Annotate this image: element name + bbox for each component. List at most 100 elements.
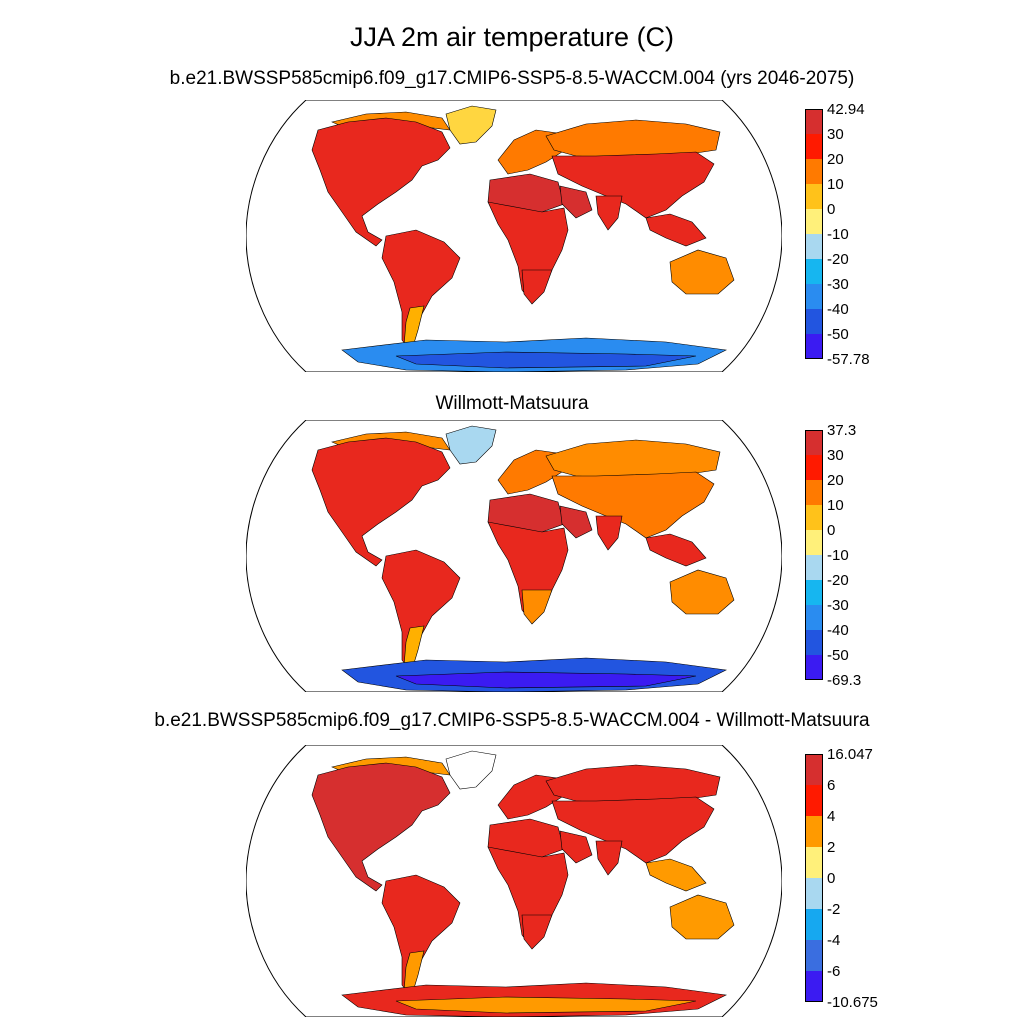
region-arabia [559, 185, 593, 219]
colorbar-swatch [805, 555, 823, 580]
colorbar-swatch [805, 284, 823, 309]
region-siberia [545, 119, 721, 159]
colorbar-swatch [805, 505, 823, 530]
region-africa-south [521, 589, 553, 625]
region-north-america [311, 117, 451, 247]
colorbar-label: -20 [827, 251, 849, 268]
region-india [595, 515, 623, 551]
colorbar-swatch [805, 878, 823, 909]
colorbar-swatch [805, 909, 823, 940]
colorbar-label: -20 [827, 572, 849, 589]
region-antarctica-inner [395, 671, 697, 689]
region-australia [669, 569, 735, 615]
colorbar-label: 30 [827, 126, 844, 143]
region-asia [551, 151, 715, 219]
colorbar-label: 6 [827, 777, 836, 794]
map-outline [246, 745, 782, 1017]
region-india [595, 840, 623, 876]
colorbar-label: 0 [827, 201, 836, 218]
colorbar-label: 42.94 [827, 101, 865, 118]
colorbar-label: 0 [827, 870, 836, 887]
region-antarctica-inner [395, 351, 697, 369]
colorbar-swatch [805, 530, 823, 555]
figure-title: JJA 2m air temperature (C) [349, 22, 675, 52]
colorbar-label: -69.3 [827, 672, 862, 689]
colorbar-label: 20 [827, 472, 844, 489]
colorbar-swatch [805, 334, 823, 359]
colorbar-label: 20 [827, 151, 844, 168]
colorbar-swatch [805, 971, 823, 1002]
region-southeast-asia [645, 858, 707, 892]
colorbar-label: 4 [827, 808, 836, 825]
region-australia [669, 249, 735, 295]
region-asia [551, 796, 715, 864]
colorbar-label: -30 [827, 276, 849, 293]
colorbar-label: 37.3 [827, 422, 857, 439]
map-canvas [246, 100, 782, 372]
map-outline [246, 100, 782, 372]
colorbar-swatch [805, 184, 823, 209]
colorbar-swatch [805, 580, 823, 605]
region-greenland [445, 425, 497, 465]
region-southeast-asia [645, 533, 707, 567]
colorbar-label: -40 [827, 622, 849, 639]
colorbar-label: -2 [827, 901, 841, 918]
colorbar-swatch [805, 259, 823, 284]
region-india [595, 195, 623, 231]
region-arabia [559, 830, 593, 864]
colorbar-label: -4 [827, 932, 841, 949]
colorbar-swatch [805, 754, 823, 785]
colorbar-swatch [805, 847, 823, 878]
colorbar-label: -50 [827, 326, 849, 343]
colorbar-swatch [805, 785, 823, 816]
panel-1-map [246, 100, 782, 372]
region-north-america [311, 437, 451, 567]
colorbar-label: 2 [827, 839, 836, 856]
region-siberia [545, 764, 721, 804]
region-antarctica-inner [395, 996, 697, 1014]
colorbar-label: 10 [827, 176, 844, 193]
region-greenland [445, 105, 497, 145]
region-asia [551, 471, 715, 539]
colorbar-swatch [805, 940, 823, 971]
region-southeast-asia [645, 213, 707, 247]
panel-2-map [246, 420, 782, 692]
colorbar-label: 16.047 [827, 746, 873, 763]
colorbar-swatch [805, 455, 823, 480]
map-canvas [246, 420, 782, 692]
colorbar-label: -10.675 [827, 994, 878, 1011]
region-africa-south [521, 269, 553, 305]
colorbar-label: -40 [827, 301, 849, 318]
colorbar-swatch [805, 134, 823, 159]
panel-1-subtitle: b.e21.BWSSP585cmip6.f09_g17.CMIP6-SSP5-8… [169, 68, 855, 89]
colorbar-label: 0 [827, 522, 836, 539]
colorbar-swatch [805, 816, 823, 847]
colorbar-swatch [805, 234, 823, 259]
region-siberia [545, 439, 721, 479]
colorbar-label: -6 [827, 963, 841, 980]
region-north-america [311, 762, 451, 892]
colorbar-swatch [805, 109, 823, 134]
colorbar-swatch [805, 430, 823, 455]
region-africa-south [521, 914, 553, 950]
colorbar-label: -10 [827, 226, 849, 243]
map-canvas [246, 745, 782, 1017]
colorbar-swatch [805, 309, 823, 334]
region-arabia [559, 505, 593, 539]
colorbar-label: 10 [827, 497, 844, 514]
colorbar-swatch [805, 655, 823, 680]
colorbar-label: -57.78 [827, 351, 870, 368]
region-greenland [445, 750, 497, 790]
panel-3-subtitle: b.e21.BWSSP585cmip6.f09_g17.CMIP6-SSP5-8… [154, 710, 870, 731]
colorbar-label: -50 [827, 647, 849, 664]
colorbar-swatch [805, 159, 823, 184]
colorbar-swatch [805, 630, 823, 655]
colorbar-label: -10 [827, 547, 849, 564]
colorbar-label: -30 [827, 597, 849, 614]
colorbar-swatch [805, 605, 823, 630]
colorbar-swatch [805, 209, 823, 234]
colorbar-label: 30 [827, 447, 844, 464]
region-australia [669, 894, 735, 940]
map-outline [246, 420, 782, 692]
colorbar-swatch [805, 480, 823, 505]
